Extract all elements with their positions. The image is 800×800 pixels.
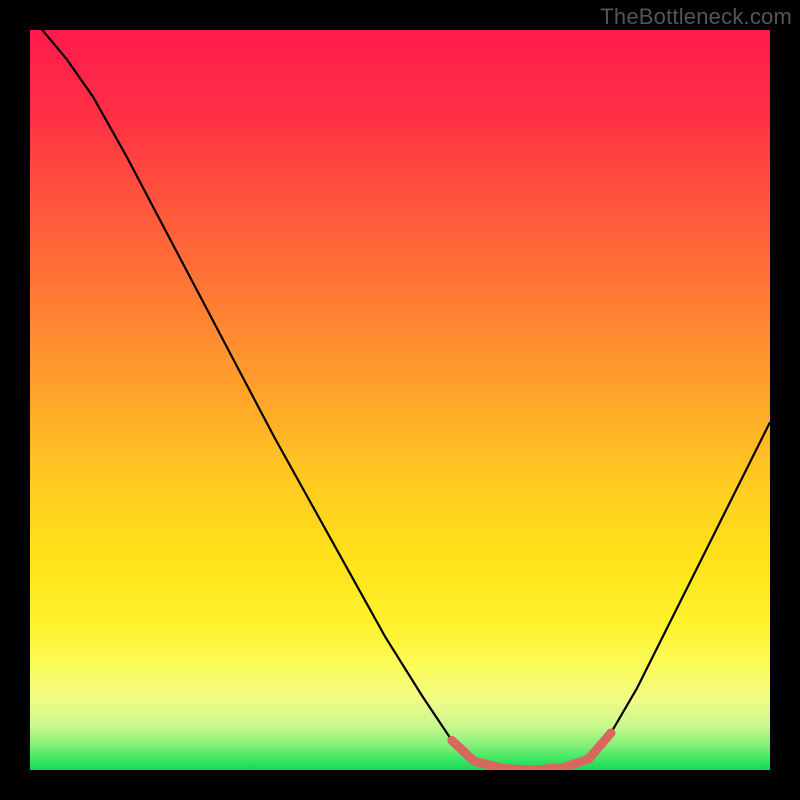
bottleneck-chart bbox=[0, 0, 800, 800]
chart-stage: TheBottleneck.com bbox=[0, 0, 800, 800]
watermark-text: TheBottleneck.com bbox=[600, 4, 792, 30]
